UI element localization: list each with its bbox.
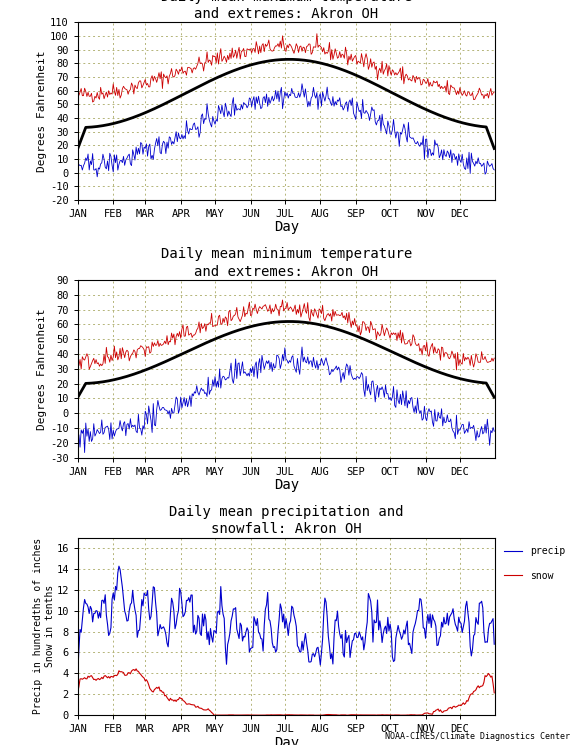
Legend: precip, snow: precip, snow — [505, 546, 565, 580]
X-axis label: Day: Day — [274, 221, 299, 235]
Title: Daily mean maximum temperature
and extremes: Akron OH: Daily mean maximum temperature and extre… — [161, 0, 412, 21]
Text: NOAA-CIRES/Climate Diagnostics Center: NOAA-CIRES/Climate Diagnostics Center — [385, 732, 570, 741]
Title: Daily mean precipitation and
snowfall: Akron OH: Daily mean precipitation and snowfall: A… — [169, 505, 404, 536]
X-axis label: Day: Day — [274, 735, 299, 745]
Y-axis label: Precip in hundredths of inches
Snow in tenths: Precip in hundredths of inches Snow in t… — [33, 538, 55, 714]
Y-axis label: Degrees Fahrenheit: Degrees Fahrenheit — [37, 308, 47, 430]
Y-axis label: Degrees Fahrenheit: Degrees Fahrenheit — [37, 51, 47, 172]
X-axis label: Day: Day — [274, 478, 299, 492]
Title: Daily mean minimum temperature
and extremes: Akron OH: Daily mean minimum temperature and extre… — [161, 247, 412, 279]
